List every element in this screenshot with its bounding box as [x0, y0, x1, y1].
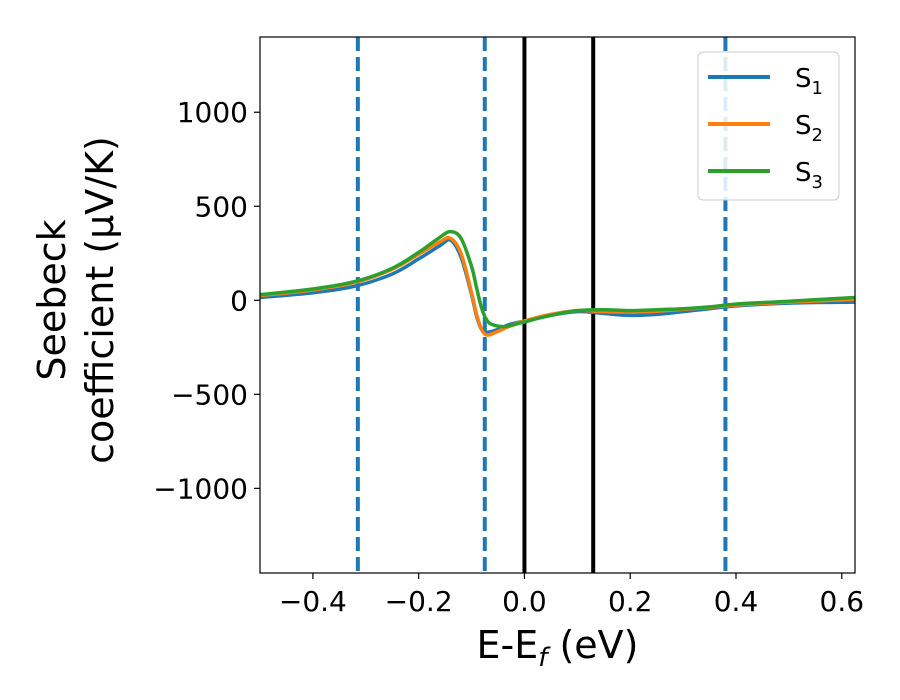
- series-line-S3: [260, 229, 855, 329]
- y-tick-label: 500: [195, 190, 248, 223]
- plot-frame: [259, 36, 856, 574]
- y-axis-label-line1: Seebeck: [30, 219, 74, 380]
- reference-lines: [355, 37, 728, 573]
- legend-label-S3: S3: [795, 158, 823, 193]
- y-tick-label: 0: [230, 284, 248, 317]
- x-tick-label: 0.6: [820, 585, 865, 618]
- x-tick-label: 0.2: [608, 585, 653, 618]
- y-axis-label: Seebeck coefficient (μV/K): [30, 136, 122, 464]
- series-lines: [260, 229, 855, 337]
- y-tick-label: 1000: [177, 96, 248, 129]
- x-axis-label-main: E-E: [477, 623, 539, 667]
- x-tick-label: −0.4: [279, 585, 347, 618]
- y-axis-ticks: −1000 −500 0 500 1000: [153, 96, 260, 505]
- legend-label-S1: S1: [795, 64, 823, 99]
- y-tick-label: −1000: [153, 472, 248, 505]
- x-tick-label: 0.0: [502, 585, 547, 618]
- x-axis-ticks: −0.4 −0.2 0.0 0.2 0.4 0.6: [279, 573, 864, 618]
- x-axis-label-tail: (eV): [547, 623, 638, 667]
- legend: S1 S2 S3: [697, 51, 840, 201]
- legend-label-S2: S2: [795, 111, 823, 146]
- y-axis-label-line2: coefficient (μV/K): [78, 136, 122, 464]
- series-line-S1: [260, 237, 855, 335]
- x-tick-label: −0.2: [385, 585, 453, 618]
- x-axis-label: E-Ef (eV): [477, 623, 639, 673]
- y-tick-label: −500: [171, 378, 248, 411]
- x-tick-label: 0.4: [714, 585, 759, 618]
